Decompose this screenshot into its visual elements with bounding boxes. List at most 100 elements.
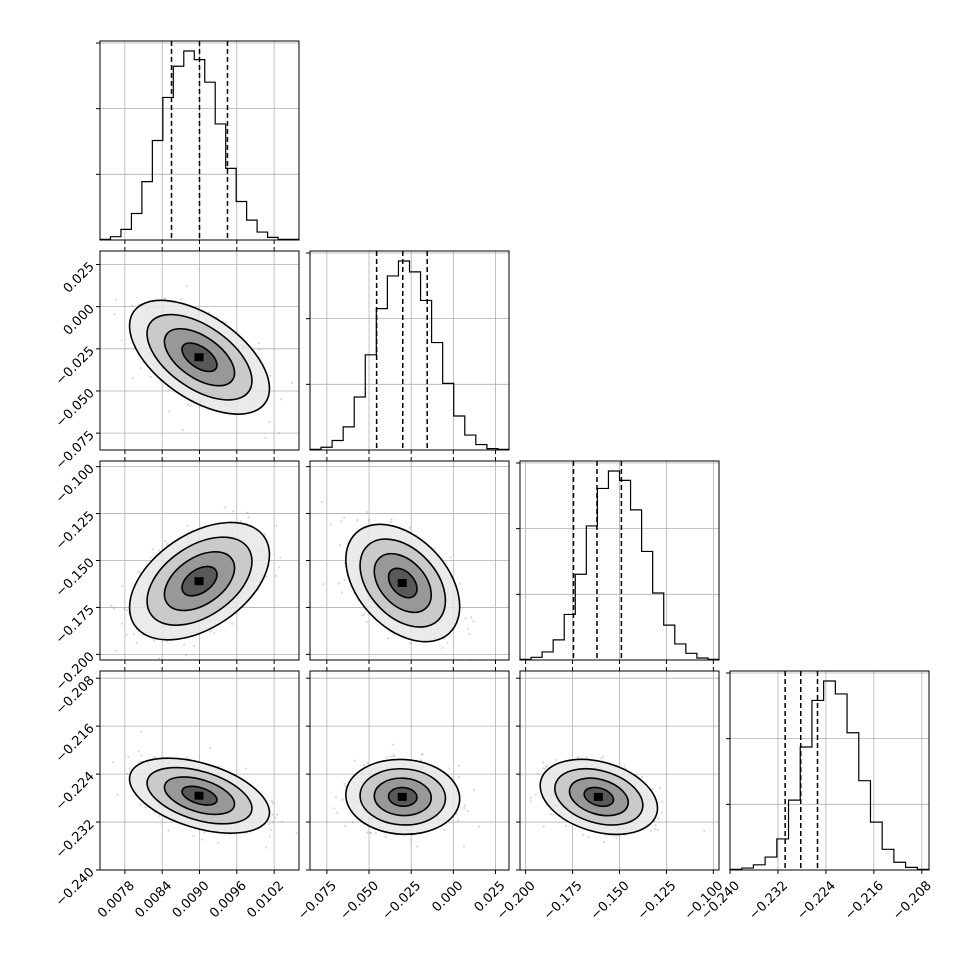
scatter-point — [641, 776, 644, 779]
x-tick-label: −0.224 — [794, 878, 839, 923]
scatter-point — [185, 285, 188, 288]
scatter-point — [458, 582, 461, 585]
scatter-point — [534, 793, 537, 796]
scatter-point — [362, 763, 366, 767]
scatter-point — [703, 829, 706, 832]
x-tick-label: −0.208 — [890, 878, 935, 923]
scatter-point — [343, 782, 346, 785]
hist-step-line — [99, 50, 300, 240]
scatter-point — [186, 524, 189, 528]
scatter-point — [291, 381, 294, 384]
scatter-point — [201, 838, 204, 841]
scatter-point — [457, 776, 460, 779]
scatter-point — [230, 622, 234, 625]
scatter-point — [582, 833, 585, 836]
scatter-point — [623, 765, 626, 768]
hist-panel-3 — [726, 670, 930, 874]
scatter-point — [271, 820, 274, 823]
pair-content — [113, 285, 294, 440]
scatter-point — [122, 607, 126, 610]
scatter-point — [268, 822, 271, 826]
scatter-point — [224, 321, 227, 324]
scatter-point — [408, 642, 411, 645]
scatter-point — [120, 339, 123, 342]
scatter-point — [457, 764, 461, 767]
scatter-point — [542, 767, 545, 770]
hist-step-line — [729, 680, 930, 870]
scatter-point — [463, 804, 466, 807]
scatter-point — [168, 410, 171, 413]
scatter-point — [126, 772, 129, 775]
scatter-point — [369, 831, 373, 834]
scatter-point — [203, 831, 206, 834]
scatter-point — [338, 582, 341, 585]
density-peak — [397, 579, 407, 588]
scatter-point — [472, 788, 476, 791]
contour-line — [554, 767, 644, 826]
scatter-point — [140, 754, 143, 757]
scatter-point — [132, 633, 135, 636]
scatter-point — [189, 404, 192, 407]
pair-panel-2-1 — [306, 457, 510, 664]
scatter-point — [140, 366, 143, 370]
scatter-point — [611, 834, 614, 837]
scatter-point — [163, 297, 167, 300]
scatter-point — [602, 755, 605, 758]
contour-line — [181, 785, 218, 806]
scatter-point — [433, 547, 436, 550]
contour-line — [128, 757, 271, 834]
contour-line — [345, 758, 461, 836]
scatter-point — [275, 524, 278, 527]
scatter-point — [472, 620, 475, 623]
scatter-point — [587, 835, 590, 839]
scatter-point — [209, 746, 212, 750]
hist-panel-0 — [96, 40, 300, 244]
density-peak — [194, 577, 204, 586]
scatter-point — [366, 761, 369, 764]
pair-content — [529, 755, 706, 844]
scatter-point — [416, 845, 419, 848]
scatter-point — [149, 375, 152, 378]
scatter-point — [368, 518, 371, 521]
scatter-point — [344, 785, 347, 788]
density-peak — [593, 792, 603, 801]
scatter-point — [654, 824, 657, 827]
scatter-point — [529, 796, 532, 799]
scatter-point — [112, 607, 116, 610]
scatter-point — [209, 630, 212, 633]
scatter-point — [281, 820, 284, 823]
y-tick-label: −0.175 — [53, 602, 98, 647]
scatter-point — [232, 510, 235, 513]
scatter-point — [153, 755, 156, 759]
scatter-point — [467, 627, 470, 630]
y-tick-label: 0.000 — [61, 302, 98, 339]
scatter-point — [374, 832, 377, 835]
scatter-point — [362, 613, 365, 616]
scatter-point — [144, 806, 147, 809]
scatter-point — [365, 620, 368, 624]
contour-line — [539, 758, 659, 836]
contour-line — [373, 552, 433, 614]
pair-frame — [99, 250, 300, 451]
scatter-point — [217, 841, 220, 844]
scatter-point — [114, 298, 117, 301]
contour-line — [345, 523, 461, 643]
scatter-point — [329, 523, 332, 526]
scatter-point — [602, 840, 605, 844]
scatter-point — [137, 570, 140, 574]
scatter-point — [179, 297, 183, 301]
scatter-point — [658, 786, 662, 789]
scatter-point — [278, 565, 281, 569]
y-tick-label: 0.025 — [61, 260, 98, 297]
scatter-point — [392, 754, 395, 758]
x-tick-label: 0.0090 — [170, 878, 213, 921]
scatter-point — [184, 654, 188, 657]
density-peak — [194, 791, 204, 800]
hist-step-line — [519, 470, 720, 660]
scatter-point — [279, 556, 282, 559]
scatter-point — [545, 764, 548, 767]
scatter-point — [153, 639, 156, 642]
contour-line — [181, 565, 218, 597]
contour-line — [128, 521, 271, 641]
x-tick-label: −0.232 — [746, 878, 791, 923]
